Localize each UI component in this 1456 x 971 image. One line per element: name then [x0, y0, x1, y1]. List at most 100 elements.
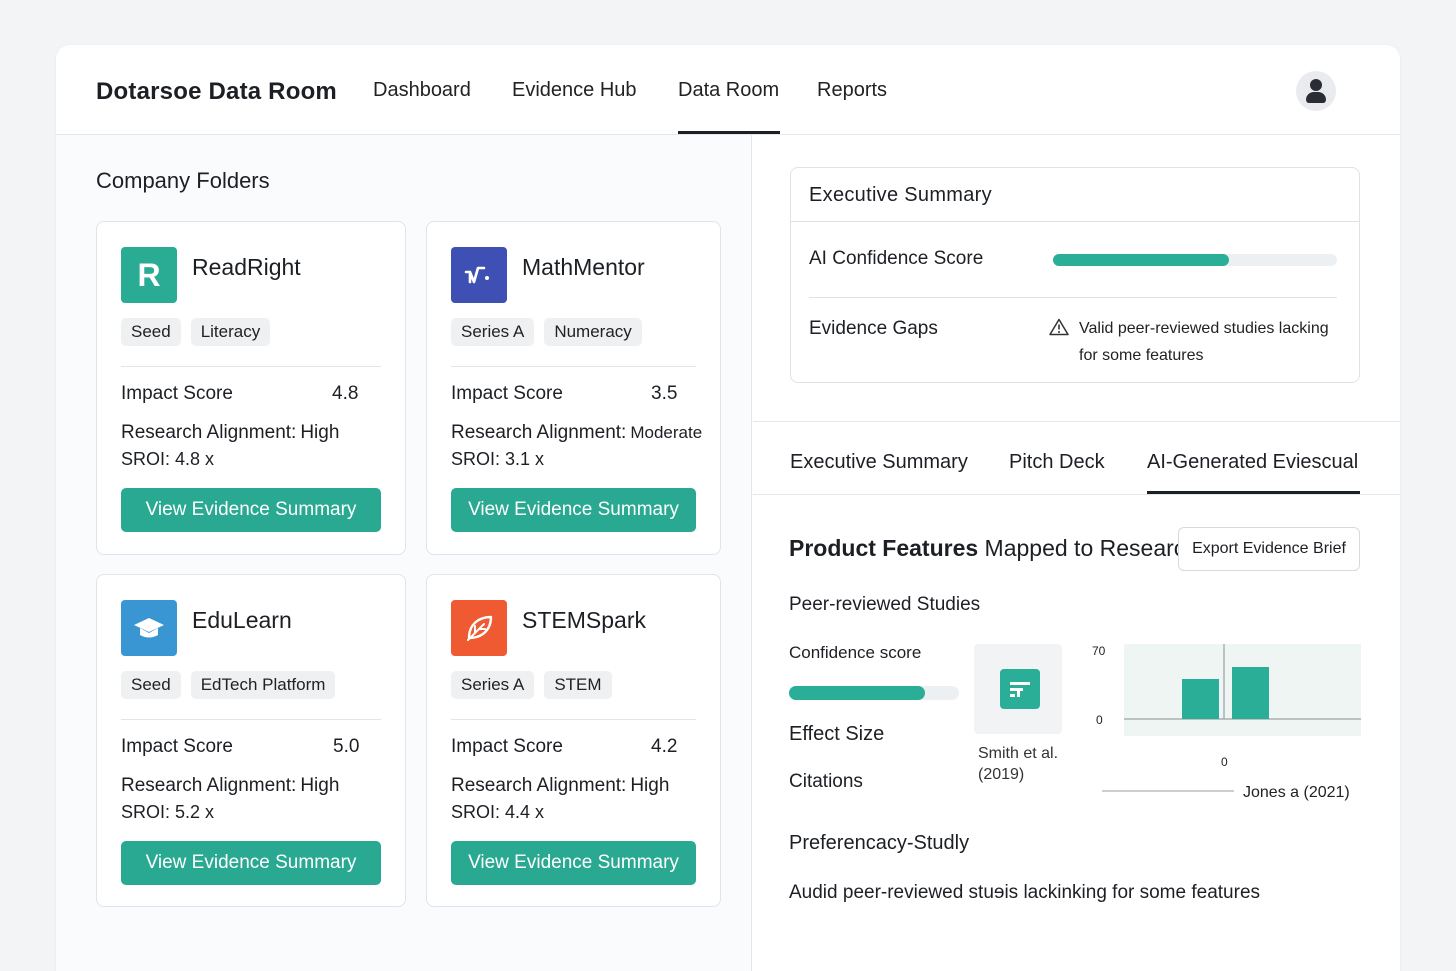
tab-active-indicator [1147, 491, 1360, 494]
peer-reviewed-title: Peer-reviewed Studies [789, 594, 981, 615]
leaf-glyph [467, 615, 493, 641]
impact-score-label: Impact Score [451, 736, 563, 757]
ai-confidence-fill [1053, 254, 1230, 266]
panel-divider [791, 221, 1359, 222]
impact-score-value: 3.5 [651, 383, 678, 404]
confidence-score-label: Confidence score [789, 643, 922, 662]
view-evidence-summary-button[interactable]: View Evidence Summary [121, 488, 381, 532]
app-window: Dotarsoe Data Room Dashboard Evidence Hu… [56, 45, 1400, 971]
executive-summary-title: Executive Summary [809, 184, 992, 206]
view-evidence-summary-button[interactable]: View Evidence Summary [451, 488, 696, 532]
readright-logo-icon: R [121, 247, 177, 303]
evidence-gaps-text: Valid peer-reviewed studies lacking for … [1079, 320, 1329, 364]
chart-bar [1182, 679, 1219, 719]
study-document-icon [1000, 669, 1040, 709]
company-name: MathMentor [522, 254, 645, 280]
effect-size-chart: 70 0 0 Jones a (2021) [1092, 644, 1361, 801]
tag-list: Seed EdTech Platform [121, 671, 336, 699]
study-reference-text: Smith et al. (2019) [978, 745, 1059, 783]
sroi-value: SROI: 4.8 x [121, 449, 215, 469]
company-card-edulearn[interactable]: EduLearn Seed EdTech Platform Impact Sco… [96, 574, 406, 907]
impact-score-label: Impact Score [451, 383, 563, 404]
executive-summary-panel: Executive Summary AI Confidence Score Ev… [790, 167, 1360, 383]
company-card-readright[interactable]: R ReadRight Seed Literacy Impact Score 4… [96, 221, 406, 555]
tag-category: Literacy [190, 318, 271, 346]
user-avatar-icon[interactable] [1296, 71, 1336, 111]
features-heading: Product Features Mapped to Research [789, 535, 1179, 562]
ai-confidence-label: AI Confidence Score [809, 248, 984, 269]
audit-text: Audid peer-reviewed stuɘis lackinking fo… [789, 882, 1261, 903]
chart-x-label: Jones a (2021) [1243, 784, 1350, 801]
export-evidence-brief-button[interactable]: Export Evidence Brief [1178, 527, 1360, 571]
card-divider [451, 719, 696, 720]
chart-bar [1232, 667, 1269, 719]
leaf-icon [451, 600, 507, 656]
alignment-label: Research Alignment: [451, 775, 627, 796]
effect-size-label: Effect Size [789, 723, 885, 745]
company-folders-pane: Company Folders R ReadRight Seed Literac… [56, 135, 752, 971]
company-card-stemspark[interactable]: STEMSpark Series A STEM Impact Score 4.2… [426, 574, 721, 907]
tag-list: Seed Literacy [121, 318, 271, 346]
research-alignment: Research Alignment: High [121, 775, 339, 797]
alignment-value: Moderate [630, 423, 703, 442]
ai-confidence-bar [1053, 254, 1337, 266]
tag-list: Series A Numeracy [451, 318, 642, 346]
sroi-value: SROI: 3.1 x [451, 449, 545, 469]
nav-reports[interactable]: Reports [817, 79, 888, 101]
card-divider [451, 366, 696, 367]
alignment-label: Research Alignment: [451, 422, 627, 443]
view-evidence-summary-button[interactable]: View Evidence Summary [121, 841, 381, 885]
card-divider [121, 366, 381, 367]
top-nav-bar: Dotarsoe Data Room Dashboard Evidence Hu… [56, 45, 1400, 135]
alignment-value: High [630, 775, 670, 796]
features-heading-bold: Product Features [789, 535, 979, 561]
research-alignment: Research Alignment: High [121, 422, 339, 444]
nav-data-room[interactable]: Data Room [678, 79, 780, 101]
tabs-divider [753, 494, 1400, 495]
warning-icon [1049, 318, 1069, 336]
alignment-label: Research Alignment: [121, 775, 297, 796]
impact-score-value: 4.8 [332, 383, 359, 404]
x-tick-label: 0 [1221, 755, 1228, 769]
impact-score-value: 5.0 [333, 736, 360, 757]
tab-ai-generated[interactable]: AI-Generated Eviescual [1147, 451, 1359, 473]
company-card-mathmentor[interactable]: MathMentor Series A Numeracy Impact Scor… [426, 221, 721, 555]
tag-stage: Series A [451, 318, 535, 346]
impact-score-label: Impact Score [121, 736, 233, 757]
section-title: Company Folders [96, 168, 270, 193]
tab-pitch-deck[interactable]: Pitch Deck [1009, 451, 1105, 473]
confidence-score-bar [789, 686, 959, 700]
y-tick-label: 0 [1096, 713, 1103, 727]
tag-category: EdTech Platform [190, 671, 336, 699]
study-glyph [1010, 682, 1030, 697]
avatar-body [1306, 92, 1326, 103]
company-name: EduLearn [192, 607, 292, 633]
panel-divider [809, 297, 1337, 298]
math-icon [451, 247, 507, 303]
tab-executive-summary[interactable]: Executive Summary [790, 451, 968, 473]
sroi-value: SROI: 4.4 x [451, 802, 545, 822]
impact-score-value: 4.2 [651, 736, 678, 757]
card-divider [121, 719, 381, 720]
research-alignment: Research Alignment: Moderate [451, 422, 702, 444]
company-name: ReadRight [192, 254, 301, 280]
tag-list: Series A STEM [451, 671, 612, 699]
math-glyph [464, 266, 489, 284]
y-tick-label: 70 [1092, 644, 1106, 658]
nav-evidence-hub[interactable]: Evidence Hub [512, 79, 637, 101]
nav-dashboard[interactable]: Dashboard [373, 79, 471, 101]
evidence-gaps-label: Evidence Gaps [809, 318, 938, 339]
study-thumbnail[interactable] [974, 644, 1062, 734]
cap-glyph [134, 618, 164, 638]
tag-stage: Seed [121, 318, 181, 346]
avatar-head [1310, 79, 1322, 91]
research-alignment: Research Alignment: High [451, 775, 669, 797]
impact-score-label: Impact Score [121, 383, 233, 404]
preferencacy-study-heading: Preferencacy-Studly [789, 832, 970, 854]
tag-category: Numeracy [544, 318, 642, 346]
citations-label: Citations [789, 771, 863, 792]
view-evidence-summary-button[interactable]: View Evidence Summary [451, 841, 696, 885]
alignment-value: High [300, 422, 340, 443]
tag-stage: Series A [451, 671, 535, 699]
confidence-score-fill [789, 686, 925, 700]
